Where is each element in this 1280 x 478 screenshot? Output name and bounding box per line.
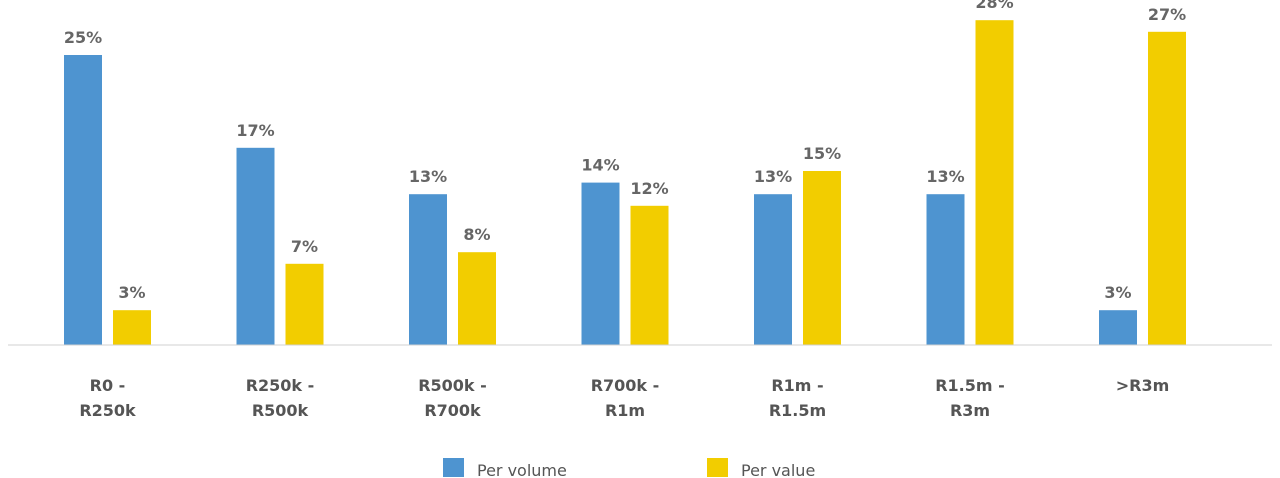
- legend-label-per-value: Per value: [741, 461, 815, 478]
- bar-per-value-2: [458, 252, 496, 345]
- bar-per-volume-4: [754, 194, 792, 345]
- legend: Per volume Per value: [443, 458, 815, 478]
- data-label-per-volume-4: 13%: [754, 167, 792, 186]
- category-label-0-line-1: R250k: [79, 401, 136, 420]
- data-label-per-value-3: 12%: [630, 179, 668, 198]
- data-label-per-volume-2: 13%: [409, 167, 447, 186]
- legend-swatch-per-value: [707, 458, 728, 477]
- data-label-per-volume-0: 25%: [64, 28, 102, 47]
- legend-label-per-volume: Per volume: [477, 461, 567, 478]
- data-label-per-value-0: 3%: [118, 283, 145, 302]
- category-label-4-line-1: R1.5m: [769, 401, 826, 420]
- bars-group: [64, 20, 1186, 346]
- data-label-per-volume-1: 17%: [236, 121, 274, 140]
- category-label-2-line-0: R500k -: [418, 376, 487, 395]
- bar-per-value-0: [113, 310, 151, 345]
- legend-swatch-per-volume: [443, 458, 464, 477]
- data-label-per-value-1: 7%: [291, 237, 318, 256]
- category-label-1-line-0: R250k -: [246, 376, 315, 395]
- bar-per-volume-2: [409, 194, 447, 345]
- data-label-per-value-5: 28%: [975, 0, 1013, 12]
- category-label-5-line-0: R1.5m -: [935, 376, 1005, 395]
- data-label-per-value-6: 27%: [1148, 5, 1186, 24]
- category-label-1-line-1: R500k: [252, 401, 309, 420]
- bar-per-value-4: [803, 171, 841, 345]
- category-labels-group: R0 - R250k R250k - R500k R500k - R700k R700k -…: [79, 376, 1169, 420]
- category-label-6-line-0: >R3m: [1116, 376, 1170, 395]
- bar-per-value-6: [1148, 31, 1186, 346]
- bar-per-volume-1: [236, 147, 275, 345]
- bar-per-volume-0: [64, 55, 102, 345]
- category-label-5-line-1: R3m: [950, 401, 990, 420]
- bar-per-value-1: [285, 263, 324, 345]
- bar-per-volume-5: [926, 194, 965, 345]
- value-labels-group: 25% 3% 17% 7% 13% 8% 14% 12% 13% 15% 13% 28% 3% 27%: [64, 0, 1186, 302]
- bar-per-volume-3: [581, 182, 620, 345]
- category-label-2-line-1: R700k: [424, 401, 481, 420]
- data-label-per-volume-5: 13%: [926, 167, 964, 186]
- data-label-per-volume-3: 14%: [581, 156, 619, 175]
- data-label-per-volume-6: 3%: [1104, 283, 1131, 302]
- category-label-3-line-0: R700k -: [591, 376, 660, 395]
- category-label-4-line-0: R1m -: [771, 376, 823, 395]
- data-label-per-value-4: 15%: [803, 144, 841, 163]
- data-label-per-value-2: 8%: [463, 225, 490, 244]
- category-label-3-line-1: R1m: [605, 401, 645, 420]
- bar-per-value-5: [975, 20, 1014, 345]
- category-label-0-line-0: R0 -: [90, 376, 126, 395]
- bar-per-value-3: [630, 205, 669, 345]
- bar-per-volume-6: [1099, 310, 1137, 345]
